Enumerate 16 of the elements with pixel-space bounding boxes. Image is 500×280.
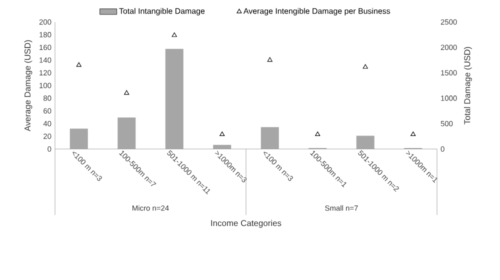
point bbox=[76, 62, 82, 67]
y2-axis-title: Total Damage (USD) bbox=[464, 46, 472, 124]
point bbox=[410, 131, 416, 136]
bar bbox=[70, 128, 88, 149]
y-axis-title: Average Damage (USD) bbox=[24, 40, 32, 132]
bar bbox=[260, 127, 279, 149]
bar bbox=[356, 136, 374, 149]
point bbox=[220, 131, 225, 136]
point bbox=[362, 64, 368, 69]
point bbox=[124, 90, 130, 95]
x-axis-title: Income Categories bbox=[211, 220, 282, 228]
point bbox=[315, 131, 320, 136]
point bbox=[172, 32, 177, 37]
bar bbox=[165, 48, 184, 149]
bar bbox=[118, 118, 136, 149]
point bbox=[267, 57, 272, 62]
